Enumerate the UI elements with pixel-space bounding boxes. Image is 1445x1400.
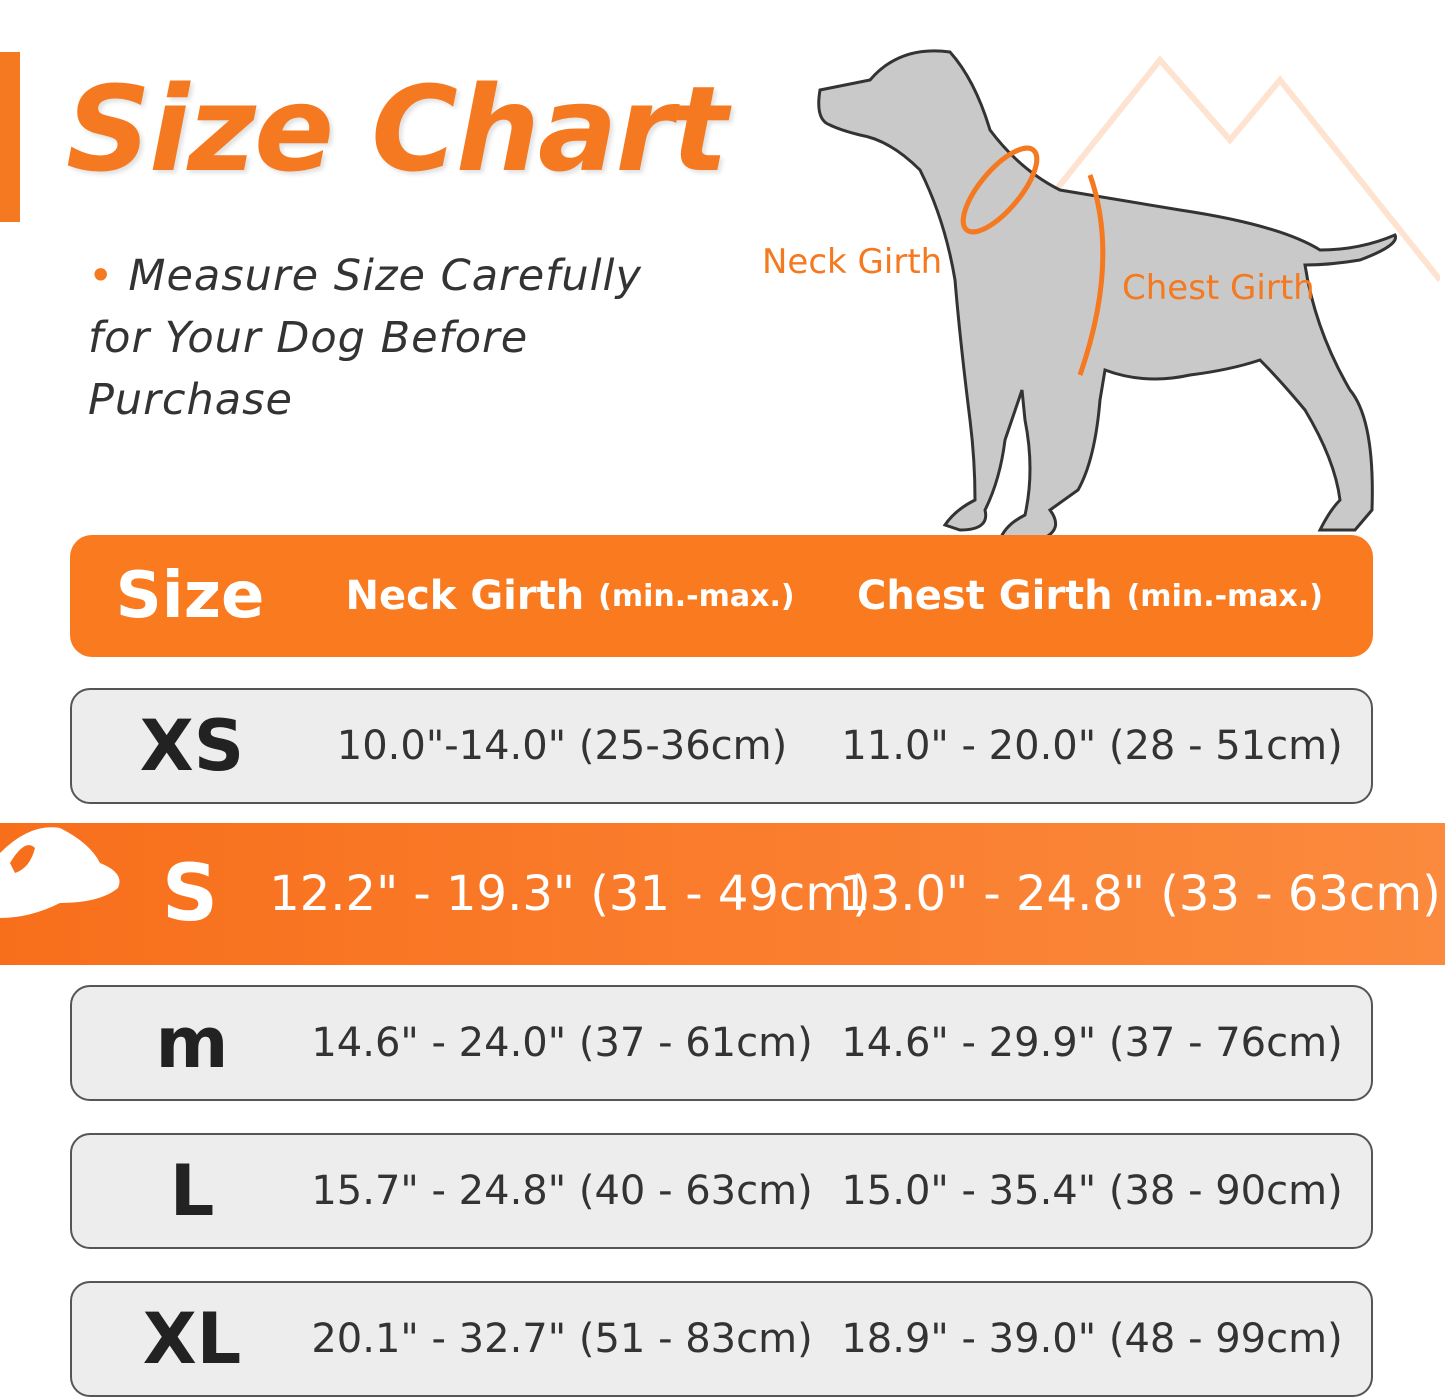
table-row: XL 20.1" - 32.7" (51 - 83cm) 18.9" - 39.… [70,1281,1373,1397]
chest-cell: 14.6" - 29.9" (37 - 76cm) [841,1020,1343,1066]
neck-cell: 20.1" - 32.7" (51 - 83cm) [311,1316,813,1362]
note-text: Measure Size Carefully for Your Dog Befo… [88,251,642,425]
bullet-icon: • [88,251,115,301]
neck-cell: 12.2" - 19.3" (31 - 49cm) [269,866,871,922]
accent-bar [0,52,20,222]
chest-girth-label: Chest Girth [1122,268,1315,308]
measure-note: • Measure Size Carefully for Your Dog Bef… [88,245,688,431]
neck-cell: 14.6" - 24.0" (37 - 61cm) [311,1020,813,1066]
header-chest-sub: (min.-max.) [1126,578,1324,614]
header-size: Size [115,559,265,633]
size-cell: XS [139,705,245,787]
header-neck-label: Neck Girth [345,573,585,619]
neck-girth-label: Neck Girth [762,242,943,282]
size-cell: L [169,1150,215,1232]
chest-cell: 15.0" - 35.4" (38 - 90cm) [841,1168,1343,1214]
neck-girth-line [960,145,1040,235]
header-neck-sub: (min.-max.) [598,578,795,614]
chest-cell: 13.0" - 24.8" (33 - 63cm) [839,866,1441,922]
table-row: L 15.7" - 24.8" (40 - 63cm) 15.0" - 35.4… [70,1133,1373,1249]
mountain-watermark [1037,55,1440,282]
header-neck: Neck Girth (min.-max.) [345,535,794,657]
neck-cell: 15.7" - 24.8" (40 - 63cm) [311,1168,813,1214]
size-cell: M [155,1002,229,1084]
dog-head-icon [0,827,120,918]
table-header: Size Neck Girth (min.-max.) Chest Girth … [70,535,1373,657]
table-row: XS 10.0"-14.0" (25-36cm) 11.0" - 20.0" (… [70,688,1373,804]
header-chest-label: Chest Girth [856,573,1113,619]
chest-cell: 11.0" - 20.0" (28 - 51cm) [841,723,1343,769]
chest-cell: 18.9" - 39.0" (48 - 99cm) [841,1316,1343,1362]
page-title: Size Chart [66,60,728,198]
chest-girth-line [1077,174,1106,376]
size-cell: S [161,849,219,939]
neck-cell: 10.0"-14.0" (25-36cm) [336,723,788,769]
dog-diagram [817,49,1440,542]
table-row-highlighted: S 12.2" - 19.3" (31 - 49cm) 13.0" - 24.8… [0,823,1445,965]
dog-silhouette [817,49,1398,542]
size-cell: XL [142,1298,242,1380]
header-chest: Chest Girth (min.-max.) [840,535,1340,657]
table-row: M 14.6" - 24.0" (37 - 61cm) 14.6" - 29.9… [70,985,1373,1101]
